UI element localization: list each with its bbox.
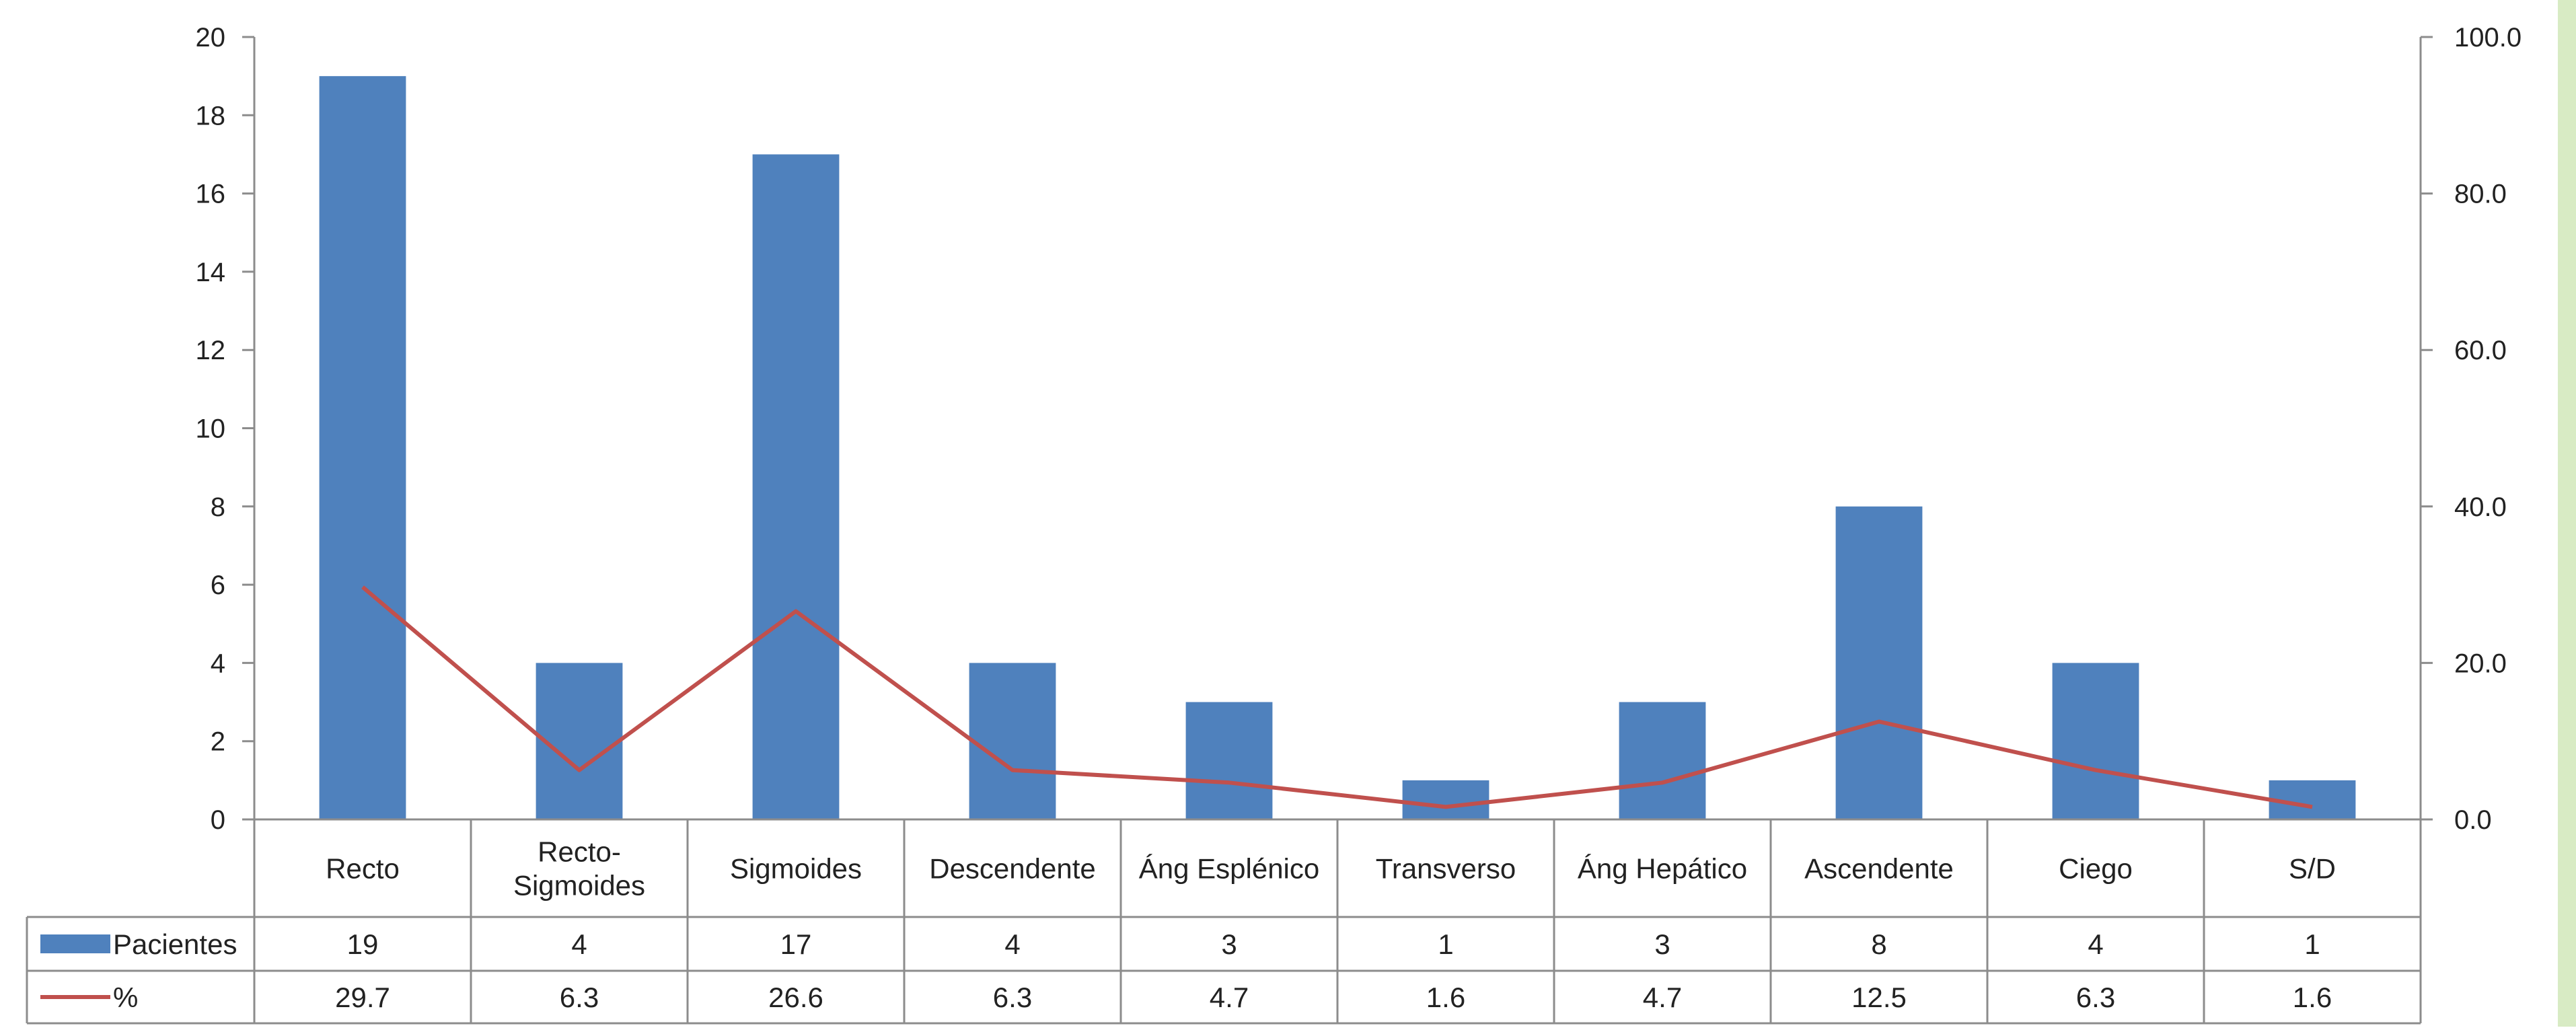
y2-tick-label: 60.0 [2454, 336, 2507, 365]
y-axis-right: 0.0 20.0 40.0 60.0 80.0 100.0 [2419, 23, 2522, 835]
bar [2052, 663, 2139, 819]
table-cell: 6.3 [560, 982, 599, 1013]
legend-key-bar [40, 934, 110, 953]
y2-tick-label: 80.0 [2454, 180, 2507, 209]
x-category-label: Ciego [2059, 853, 2133, 885]
table-cell: 1 [1438, 928, 1453, 960]
y-tick-label: 16 [196, 180, 226, 209]
table-cell: 3 [1654, 928, 1670, 960]
table-cell: 1.6 [1426, 982, 1465, 1013]
bar [1402, 780, 1489, 819]
table-cell: 3 [1221, 928, 1237, 960]
bar [1835, 506, 1923, 819]
table-cell: 4 [2088, 928, 2103, 960]
table-cell: 4.7 [1643, 982, 1682, 1013]
y-tick-label: 0 [211, 805, 225, 835]
x-category-label: Recto-Sigmoides [513, 836, 645, 902]
side-strip [2558, 0, 2576, 1027]
table-cell: 19 [347, 928, 379, 960]
bar [2269, 780, 2356, 819]
y-tick-label: 18 [196, 101, 226, 131]
bar [536, 663, 623, 819]
table-cell: 17 [780, 928, 812, 960]
x-category-label: S/D [2289, 853, 2336, 885]
table-cell: 29.7 [335, 982, 390, 1013]
x-category-label: Áng Hepático [1578, 853, 1747, 885]
y-tick-label: 4 [211, 649, 225, 678]
table-cell: 12.5 [1851, 982, 1907, 1013]
legend-label: % [113, 982, 138, 1013]
x-category-label: Recto [326, 853, 400, 885]
bar [969, 663, 1056, 819]
x-category-label: Transverso [1376, 853, 1516, 885]
y-tick-label: 20 [196, 23, 226, 52]
y-tick-label: 10 [196, 414, 226, 444]
table-cell: 4 [571, 928, 587, 960]
y-tick-label: 6 [211, 571, 225, 600]
bar [1185, 702, 1273, 819]
x-category-label: Descendente [929, 853, 1096, 885]
bar [1619, 702, 1706, 819]
table-cell: 4.7 [1210, 982, 1249, 1013]
table-cell: 1 [2304, 928, 2320, 960]
x-category-label-line: Sigmoides [513, 870, 645, 902]
percent-line [361, 585, 2313, 809]
table-cell: 4 [1004, 928, 1020, 960]
table-cell: 26.6 [768, 982, 823, 1013]
table-cell: 6.3 [993, 982, 1032, 1013]
x-category-label-line: Recto- [538, 836, 621, 868]
table-cell: 6.3 [2076, 982, 2115, 1013]
bar-series-pacientes [319, 76, 2356, 819]
line-series-percent [361, 585, 2313, 809]
y-tick-label: 8 [211, 492, 225, 522]
y-tick-label: 12 [196, 336, 226, 365]
bar [752, 154, 840, 819]
x-category-label: Áng Esplénico [1139, 853, 1320, 885]
y2-tick-label: 20.0 [2454, 649, 2507, 678]
legend-label: Pacientes [113, 928, 237, 960]
x-category-label: Sigmoides [730, 853, 862, 885]
table-cell: 8 [1871, 928, 1886, 960]
x-category-label: Ascendente [1804, 853, 1954, 885]
y-tick-label: 2 [211, 727, 225, 757]
y2-tick-label: 0.0 [2454, 805, 2492, 835]
y-axis-left: 0 2 4 6 8 10 12 14 16 18 20 [196, 23, 256, 835]
bar [319, 76, 406, 819]
y2-tick-label: 40.0 [2454, 492, 2507, 522]
table-cell: 1.6 [2293, 982, 2332, 1013]
y-tick-label: 14 [196, 258, 226, 287]
y2-tick-label: 100.0 [2454, 23, 2522, 52]
